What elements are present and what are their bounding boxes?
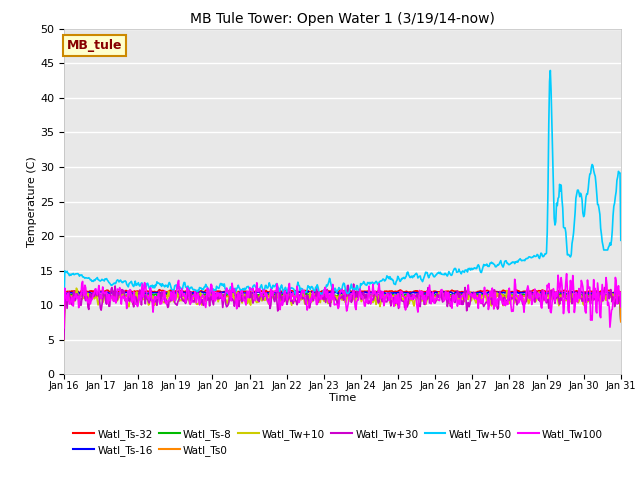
Line: Watl_Ts-8: Watl_Ts-8 — [64, 294, 621, 321]
Watl_Tw+30 — [350, 281, 358, 287]
Watl_Ts-16 — [617, 317, 625, 323]
Text: MB_tule: MB_tule — [67, 39, 122, 52]
X-axis label: Time: Time — [329, 394, 356, 403]
Watl_Ts0 — [184, 293, 192, 299]
Watl_Ts-8 — [60, 318, 68, 324]
Watl_Tw+10 — [70, 295, 78, 300]
Watl_Tw+10 — [428, 293, 435, 299]
Line: Watl_Ts0: Watl_Ts0 — [64, 295, 621, 323]
Line: Watl_Ts-16: Watl_Ts-16 — [64, 292, 621, 320]
Line: Watl_Tw+30: Watl_Tw+30 — [64, 284, 621, 339]
Watl_Ts-32 — [214, 288, 222, 294]
Watl_Ts-16 — [184, 289, 192, 295]
Watl_Ts-16 — [70, 291, 78, 297]
Watl_Tw+50 — [426, 271, 434, 277]
Watl_Tw100 — [410, 291, 418, 297]
Watl_Ts-8 — [214, 292, 221, 298]
Watl_Tw100 — [617, 304, 625, 310]
Legend: Watl_Ts-32, Watl_Ts-16, Watl_Ts-8, Watl_Ts0, Watl_Tw+10, Watl_Tw+30, Watl_Tw+50,: Watl_Ts-32, Watl_Ts-16, Watl_Ts-8, Watl_… — [69, 424, 607, 460]
Watl_Ts-32 — [185, 288, 193, 294]
Line: Watl_Ts-32: Watl_Ts-32 — [64, 289, 621, 319]
Watl_Ts-8 — [428, 291, 435, 297]
Watl_Ts-8 — [302, 291, 310, 297]
Watl_Tw+50 — [214, 285, 221, 290]
Watl_Ts0 — [426, 293, 434, 299]
Watl_Ts0 — [214, 294, 221, 300]
Title: MB Tule Tower: Open Water 1 (3/19/14-now): MB Tule Tower: Open Water 1 (3/19/14-now… — [190, 12, 495, 26]
Watl_Ts-32 — [617, 316, 625, 322]
Watl_Tw+10 — [214, 299, 222, 305]
Watl_Ts-8 — [617, 318, 625, 324]
Watl_Ts-32 — [428, 289, 435, 295]
Watl_Ts-16 — [214, 290, 221, 296]
Line: Watl_Tw100: Watl_Tw100 — [64, 274, 621, 328]
Watl_Tw100 — [60, 325, 68, 331]
Watl_Tw+50 — [70, 272, 78, 277]
Watl_Tw+50 — [617, 238, 625, 243]
Watl_Ts-32 — [411, 288, 419, 294]
Watl_Ts-16 — [60, 317, 68, 323]
Watl_Ts-16 — [127, 290, 135, 296]
Watl_Tw100 — [127, 294, 135, 300]
Watl_Tw+30 — [411, 293, 419, 299]
Watl_Tw100 — [426, 292, 434, 298]
Watl_Tw+30 — [617, 300, 625, 306]
Watl_Tw+50 — [184, 283, 192, 289]
Watl_Ts-32 — [128, 289, 136, 295]
Watl_Tw+50 — [60, 302, 68, 308]
Watl_Tw+30 — [127, 291, 135, 297]
Watl_Tw+10 — [72, 285, 80, 291]
Watl_Tw100 — [214, 293, 221, 299]
Watl_Ts-8 — [411, 293, 419, 299]
Watl_Tw+50 — [547, 68, 554, 73]
Watl_Tw100 — [563, 271, 570, 276]
Watl_Tw+30 — [428, 291, 435, 297]
Watl_Tw+50 — [410, 274, 418, 279]
Watl_Ts-8 — [127, 292, 135, 298]
Watl_Ts-16 — [428, 289, 435, 295]
Watl_Tw+10 — [617, 291, 625, 297]
Watl_Tw100 — [184, 287, 192, 292]
Watl_Ts0 — [70, 293, 78, 299]
Watl_Ts0 — [127, 294, 135, 300]
Watl_Ts-32 — [70, 288, 78, 294]
Watl_Ts0 — [410, 293, 418, 299]
Watl_Tw+30 — [60, 336, 68, 342]
Watl_Ts-8 — [70, 292, 78, 298]
Watl_Ts0 — [60, 320, 68, 325]
Watl_Ts-8 — [184, 292, 192, 298]
Watl_Tw+10 — [411, 298, 419, 304]
Watl_Ts-32 — [79, 287, 86, 292]
Line: Watl_Tw+10: Watl_Tw+10 — [64, 288, 621, 340]
Y-axis label: Temperature (C): Temperature (C) — [28, 156, 37, 247]
Watl_Tw+50 — [127, 278, 135, 284]
Watl_Ts-16 — [293, 289, 301, 295]
Watl_Tw+10 — [185, 296, 193, 302]
Line: Watl_Tw+50: Watl_Tw+50 — [64, 71, 621, 305]
Watl_Tw+30 — [214, 296, 221, 301]
Watl_Tw+30 — [184, 288, 192, 294]
Watl_Ts0 — [617, 319, 625, 324]
Watl_Tw100 — [70, 294, 78, 300]
Watl_Ts-16 — [411, 290, 419, 296]
Watl_Tw+10 — [128, 298, 136, 303]
Watl_Tw+10 — [60, 337, 68, 343]
Watl_Tw+30 — [70, 288, 78, 294]
Watl_Ts-32 — [60, 315, 68, 321]
Watl_Ts0 — [499, 292, 506, 298]
